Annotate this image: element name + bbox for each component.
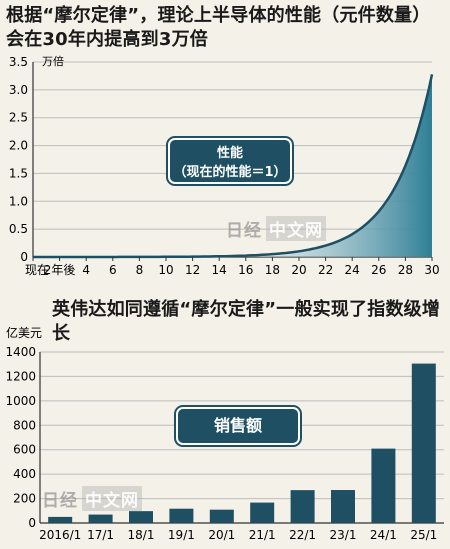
top-data-point — [138, 255, 141, 258]
top-y-unit-label: 万倍 — [42, 54, 64, 68]
bottom-x-tick-label: 25/1 — [410, 528, 437, 542]
top-x-tick-label: 2年後 — [44, 263, 76, 277]
top-x-tick-label: 10 — [158, 263, 173, 277]
performance-badge-note: （现在的性能＝1） — [173, 165, 287, 180]
top-x-tick-label: 12 — [185, 263, 200, 277]
performance-area — [33, 74, 432, 258]
top-x-tick-label: 22 — [318, 263, 333, 277]
top-y-tick-label: 1.0 — [9, 194, 28, 208]
bottom-x-tick-label: 23/1 — [330, 528, 357, 542]
top-data-point — [324, 244, 327, 247]
bottom-chart-title: 英伟达如同遵循“摩尔定律”一般实现了指数级增长 — [52, 299, 441, 344]
bottom-x-tick-label: 18/1 — [128, 528, 155, 542]
top-data-point — [298, 250, 301, 253]
top-data-point — [351, 233, 354, 236]
top-x-tick-label: 8 — [136, 263, 144, 277]
top-x-tick-label: 24 — [345, 263, 360, 277]
watermark-bottom: 日经 中文网 — [42, 486, 142, 511]
top-data-point — [85, 255, 88, 258]
bottom-x-tick-label: 19/1 — [168, 528, 195, 542]
bottom-y-unit-label: 亿美元 — [6, 325, 42, 340]
sales-bar — [371, 448, 396, 523]
top-data-point — [32, 255, 35, 258]
top-data-point — [165, 255, 168, 258]
top-y-tick-label: 0.5 — [9, 222, 28, 236]
top-data-point — [191, 255, 194, 258]
sales-bar — [411, 363, 436, 523]
top-x-tick-label: 4 — [82, 263, 90, 277]
top-x-tick-label: 现在 — [25, 263, 49, 277]
top-x-tick-label: 30 — [424, 263, 439, 277]
sales-bar — [169, 508, 194, 523]
bottom-y-tick-label: 800 — [13, 418, 36, 432]
top-x-tick-label: 14 — [212, 263, 227, 277]
bottom-y-tick-label: 200 — [13, 492, 36, 506]
top-data-point — [111, 255, 114, 258]
top-data-point — [377, 210, 380, 213]
watermark-text: 中文网 — [266, 216, 326, 241]
watermark-text: 中文网 — [82, 486, 142, 511]
top-x-tick-label: 16 — [238, 263, 253, 277]
performance-line — [33, 74, 434, 259]
top-x-tick-label: 20 — [291, 263, 306, 277]
top-y-tick-label: 2.5 — [9, 111, 28, 125]
sales-bar — [129, 511, 153, 523]
bottom-x-tick-label: 17/1 — [87, 528, 114, 542]
watermark-top: 日经 中文网 — [226, 216, 326, 241]
bottom-x-tick-label: 20/1 — [208, 528, 235, 542]
sales-bar — [250, 502, 275, 523]
top-data-point — [431, 73, 434, 76]
top-x-tick-label: 6 — [109, 263, 117, 277]
watermark-logo: 日经 — [226, 221, 262, 241]
sales-bar — [290, 490, 315, 523]
sales-bar — [209, 509, 234, 523]
bottom-y-tick-label: 1000 — [5, 394, 36, 408]
bottom-y-tick-label: 400 — [13, 467, 36, 481]
top-y-tick-label: 0 — [20, 250, 28, 264]
sales-badge: 销售额 — [176, 407, 300, 445]
top-y-tick-label: 1.5 — [9, 166, 28, 180]
top-x-tick-label: 18 — [265, 263, 280, 277]
top-data-point — [404, 164, 407, 167]
sales-bar — [48, 516, 73, 523]
top-x-tick-label: 26 — [371, 263, 386, 277]
bottom-y-tick-label: 1400 — [5, 345, 36, 359]
top-y-tick-label: 2.0 — [9, 139, 28, 153]
bottom-x-tick-label: 24/1 — [370, 528, 397, 542]
bottom-y-tick-label: 0 — [28, 516, 36, 530]
bottom-y-tick-label: 1200 — [5, 369, 36, 383]
top-y-tick-label: 3.0 — [9, 83, 28, 97]
top-data-point — [244, 254, 247, 257]
top-data-point — [58, 255, 61, 258]
top-chart-title: 根据“摩尔定律”，理论上半导体的性能（元件数量）会在30年内提高到3万倍 — [6, 5, 431, 50]
watermark-logo: 日经 — [42, 491, 78, 511]
performance-badge-title: 性能 — [216, 146, 243, 161]
sales-bar — [331, 490, 355, 523]
bottom-x-tick-label: 2016/1 — [39, 528, 81, 542]
performance-badge: 性能 （现在的性能＝1） — [168, 138, 292, 184]
top-data-point — [218, 255, 221, 258]
bottom-x-tick-label: 21/1 — [249, 528, 276, 542]
bottom-y-tick-label: 600 — [13, 443, 36, 457]
top-data-point — [271, 253, 274, 256]
top-x-tick-label: 28 — [398, 263, 413, 277]
sales-bar — [88, 514, 113, 523]
bottom-x-tick-label: 22/1 — [289, 528, 316, 542]
top-y-tick-label: 3.5 — [9, 55, 28, 69]
